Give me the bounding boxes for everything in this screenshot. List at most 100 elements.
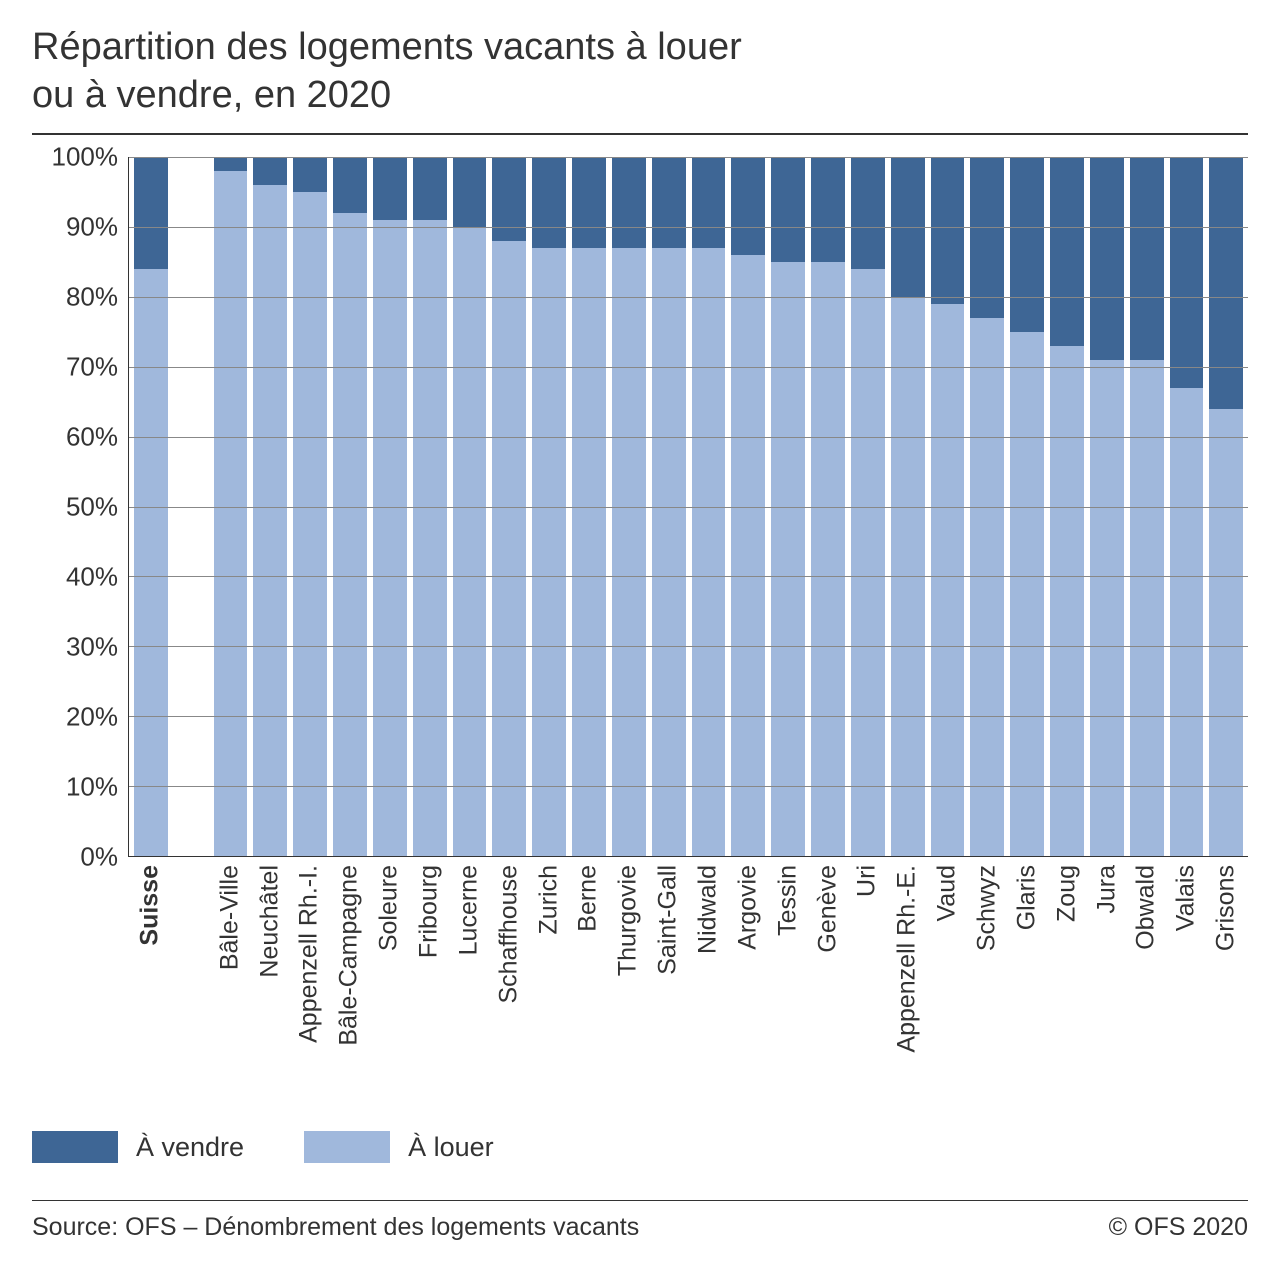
category-label: Vaud bbox=[933, 865, 962, 922]
x-label-slot: Glaris bbox=[1007, 857, 1047, 1117]
category-label: Neuchâtel bbox=[255, 865, 284, 978]
category-label: Grisons bbox=[1212, 865, 1241, 951]
gridline bbox=[129, 367, 1248, 368]
x-label-slot: Tessin bbox=[768, 857, 808, 1117]
x-label-slot: Vaud bbox=[927, 857, 967, 1117]
legend-label: À vendre bbox=[136, 1132, 244, 1163]
bar-segment-a-vendre bbox=[253, 157, 287, 185]
category-label: Bâle-Ville bbox=[215, 865, 244, 970]
bar-segment-a-louer bbox=[214, 171, 248, 856]
bar-segment-a-louer bbox=[413, 220, 447, 856]
bar-segment-a-vendre bbox=[333, 157, 367, 213]
x-label-slot: Saint-Gall bbox=[648, 857, 688, 1117]
category-label: Appenzell Rh.-I. bbox=[295, 865, 324, 1043]
bar-segment-a-louer bbox=[652, 248, 686, 856]
x-label-slot: Berne bbox=[568, 857, 608, 1117]
bar-segment-a-vendre bbox=[413, 157, 447, 220]
bar-segment-a-vendre bbox=[692, 157, 726, 248]
bar-segment-a-vendre bbox=[532, 157, 566, 248]
bar-segment-a-vendre bbox=[1130, 157, 1164, 360]
bar-segment-a-louer bbox=[333, 213, 367, 856]
bar-segment-a-louer bbox=[492, 241, 526, 856]
bar-segment-a-louer bbox=[134, 269, 168, 856]
x-label-slot: Neuchâtel bbox=[250, 857, 290, 1117]
y-tick-label: 100% bbox=[52, 142, 119, 173]
bar-segment-a-louer bbox=[1130, 360, 1164, 856]
category-label: Genève bbox=[813, 865, 842, 953]
x-label-slot: Nidwald bbox=[688, 857, 728, 1117]
bar-segment-a-vendre bbox=[1010, 157, 1044, 332]
x-label-slot: Obwald bbox=[1126, 857, 1166, 1117]
bar-segment-a-louer bbox=[253, 185, 287, 856]
bar-segment-a-louer bbox=[1010, 332, 1044, 856]
legend-swatch bbox=[304, 1131, 390, 1163]
x-label-slot: Bâle-Campagne bbox=[329, 857, 369, 1117]
y-tick-label: 0% bbox=[80, 842, 118, 873]
x-label-slot: Appenzell Rh.-E. bbox=[887, 857, 927, 1117]
bar-segment-a-louer bbox=[1209, 409, 1243, 856]
bar-segment-a-louer bbox=[1090, 360, 1124, 856]
category-label: Schaffhouse bbox=[494, 865, 523, 1004]
y-tick-label: 20% bbox=[66, 702, 118, 733]
gridline bbox=[129, 157, 1248, 158]
bar-segment-a-vendre bbox=[214, 157, 248, 171]
bar-segment-a-louer bbox=[851, 269, 885, 856]
x-label-slot: Schaffhouse bbox=[489, 857, 529, 1117]
x-label-slot: Fribourg bbox=[409, 857, 449, 1117]
x-label-slot: Grisons bbox=[1206, 857, 1246, 1117]
bar-segment-a-vendre bbox=[931, 157, 965, 304]
legend-item: À vendre bbox=[32, 1131, 244, 1163]
category-label: Bâle-Campagne bbox=[335, 865, 364, 1046]
category-label: Lucerne bbox=[454, 865, 483, 955]
y-tick-label: 70% bbox=[66, 352, 118, 383]
y-tick-label: 90% bbox=[66, 212, 118, 243]
category-label: Berne bbox=[574, 865, 603, 932]
bar-segment-a-vendre bbox=[492, 157, 526, 241]
x-label-slot bbox=[170, 857, 210, 1117]
x-label-slot: Argovie bbox=[728, 857, 768, 1117]
category-label: Appenzell Rh.-E. bbox=[893, 865, 922, 1053]
bar-segment-a-louer bbox=[453, 227, 487, 856]
bar-segment-a-vendre bbox=[134, 157, 168, 269]
bar-segment-a-louer bbox=[731, 255, 765, 856]
chart-title: Répartition des logements vacants à loue… bbox=[32, 24, 1248, 119]
plot-row: 0%10%20%30%40%50%60%70%80%90%100% bbox=[32, 157, 1248, 857]
category-label: Saint-Gall bbox=[654, 865, 683, 975]
category-label: Uri bbox=[853, 865, 882, 897]
category-label: Zoug bbox=[1052, 865, 1081, 922]
x-label-slot: Zoug bbox=[1047, 857, 1087, 1117]
bar-segment-a-louer bbox=[612, 248, 646, 856]
y-tick-label: 10% bbox=[66, 772, 118, 803]
bar-segment-a-vendre bbox=[1170, 157, 1204, 388]
y-tick-label: 80% bbox=[66, 282, 118, 313]
bar-segment-a-vendre bbox=[652, 157, 686, 248]
y-tick-label: 30% bbox=[66, 632, 118, 663]
chart-body: 0%10%20%30%40%50%60%70%80%90%100% Suisse… bbox=[32, 135, 1248, 1200]
x-label-slot: Suisse bbox=[130, 857, 170, 1117]
bar-segment-a-louer bbox=[970, 318, 1004, 856]
gridline bbox=[129, 297, 1248, 298]
category-label: Thurgovie bbox=[614, 865, 643, 976]
x-label-slot: Genève bbox=[808, 857, 848, 1117]
bar-segment-a-vendre bbox=[851, 157, 885, 269]
gridline bbox=[129, 437, 1248, 438]
bar-segment-a-vendre bbox=[1090, 157, 1124, 360]
gridline bbox=[129, 786, 1248, 787]
bar-segment-a-vendre bbox=[572, 157, 606, 248]
y-tick-label: 60% bbox=[66, 422, 118, 453]
gridline bbox=[129, 716, 1248, 717]
bar-segment-a-louer bbox=[532, 248, 566, 856]
x-label-slot: Soleure bbox=[369, 857, 409, 1117]
bar-segment-a-louer bbox=[692, 248, 726, 856]
x-axis-row: Suisse Bâle-Ville Neuchâtel Appenzell Rh.-I… bbox=[32, 857, 1248, 1117]
bar-segment-a-louer bbox=[811, 262, 845, 856]
source-text: Source: OFS – Dénombrement des logements… bbox=[32, 1213, 639, 1242]
bar-segment-a-louer bbox=[293, 192, 327, 856]
bar-segment-a-vendre bbox=[811, 157, 845, 262]
x-label-slot: Lucerne bbox=[449, 857, 489, 1117]
category-label: Argovie bbox=[733, 865, 762, 950]
legend-label: À louer bbox=[408, 1132, 494, 1163]
x-axis-spacer bbox=[32, 857, 128, 1117]
x-label-slot: Zurich bbox=[529, 857, 569, 1117]
title-line-1: Répartition des logements vacants à loue… bbox=[32, 26, 742, 68]
